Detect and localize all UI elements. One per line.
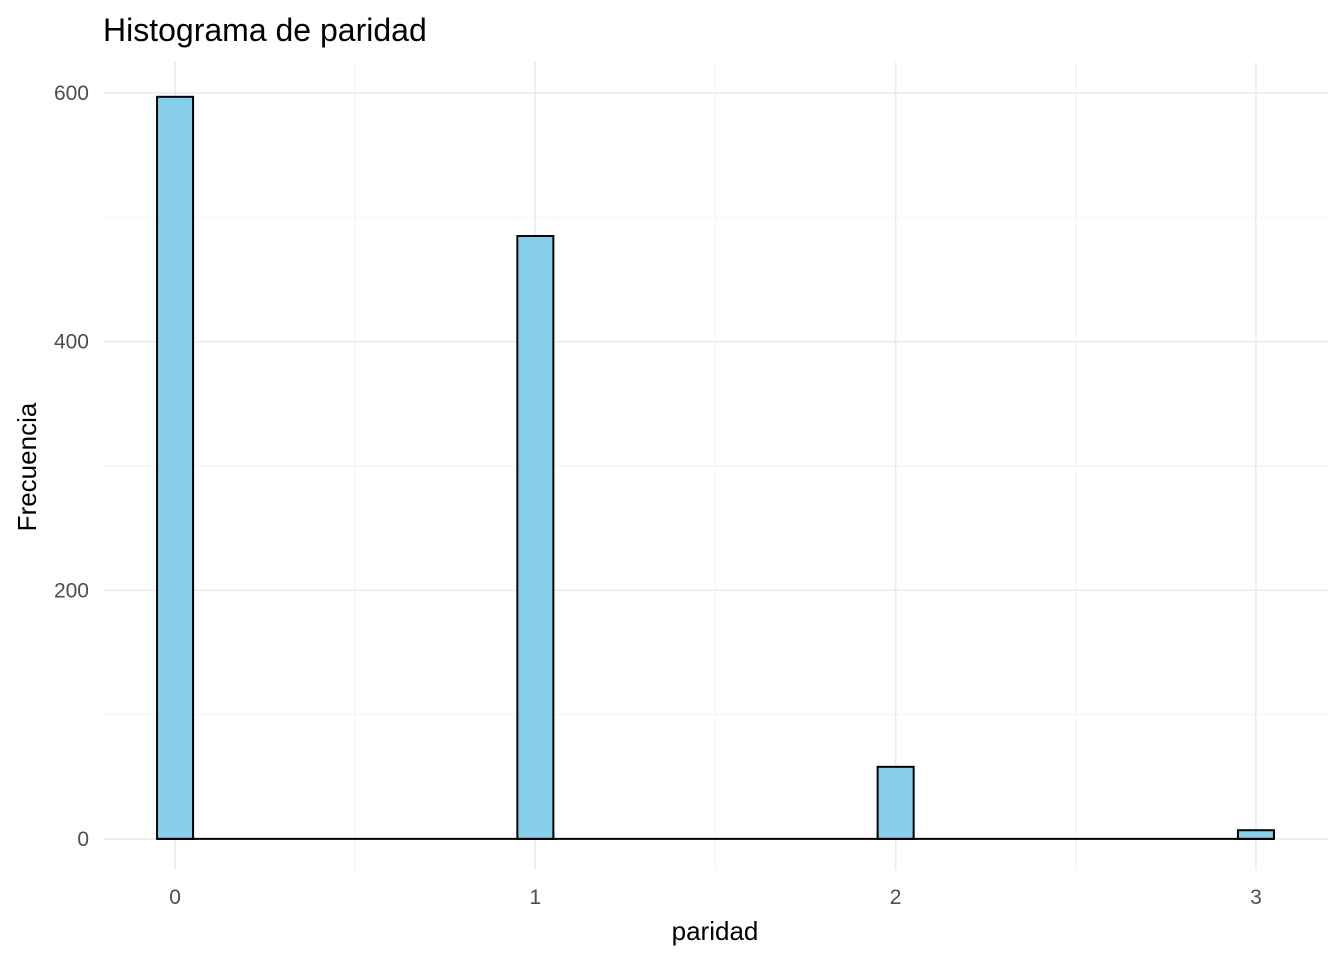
histogram-bar-0	[156, 95, 195, 840]
x-axis-title: paridad	[672, 916, 759, 946]
grid-lines	[103, 62, 1328, 870]
x-tick-label: 3	[1250, 886, 1262, 909]
x-axis-tick-labels: 0 1 2 3	[169, 886, 1262, 909]
x-tick-label: 0	[169, 886, 181, 909]
histogram-bar-2	[876, 765, 915, 840]
x-tick-label: 2	[890, 886, 902, 909]
x-tick-label: 1	[530, 886, 542, 909]
y-tick-label: 600	[54, 82, 89, 105]
histogram-bar-1	[516, 235, 555, 840]
y-axis-title: Frecuencia	[12, 402, 42, 531]
chart-title: Histograma de paridad	[103, 12, 427, 48]
y-axis-tick-labels: 0 200 400 600	[54, 82, 89, 851]
y-tick-label: 200	[54, 579, 89, 602]
y-tick-label: 400	[54, 331, 89, 354]
y-tick-label: 0	[77, 828, 89, 851]
histogram-bars	[156, 95, 1275, 840]
histogram-bar-3	[1236, 829, 1275, 840]
